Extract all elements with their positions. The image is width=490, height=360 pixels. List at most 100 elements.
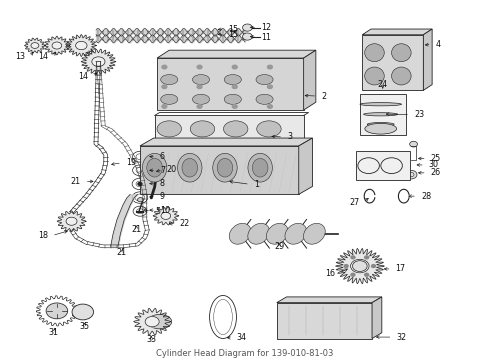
Ellipse shape (217, 158, 233, 177)
Ellipse shape (143, 153, 167, 182)
Ellipse shape (256, 94, 273, 104)
Circle shape (232, 85, 237, 89)
Text: 34: 34 (237, 333, 246, 342)
Text: 17: 17 (395, 265, 406, 274)
Circle shape (365, 273, 368, 276)
Polygon shape (81, 49, 116, 74)
Circle shape (145, 316, 159, 327)
Circle shape (197, 105, 202, 108)
Circle shape (232, 65, 237, 69)
Circle shape (162, 85, 167, 89)
Text: 19: 19 (126, 158, 136, 167)
Text: Cylinder Head Diagram for 139-010-81-03: Cylinder Head Diagram for 139-010-81-03 (156, 348, 334, 357)
Ellipse shape (360, 103, 401, 106)
Polygon shape (299, 138, 313, 194)
Polygon shape (134, 308, 171, 335)
Ellipse shape (267, 223, 288, 244)
Text: 31: 31 (49, 328, 58, 337)
Polygon shape (304, 50, 316, 110)
Ellipse shape (392, 67, 411, 85)
Bar (155, 116, 304, 142)
Polygon shape (336, 248, 384, 284)
Text: 22: 22 (179, 219, 190, 228)
Text: 20: 20 (167, 166, 177, 175)
Circle shape (243, 24, 252, 31)
Ellipse shape (256, 75, 273, 85)
Text: 3: 3 (287, 132, 292, 141)
Circle shape (350, 259, 369, 273)
Text: 7: 7 (160, 166, 165, 175)
Text: 21: 21 (131, 225, 142, 234)
Text: 2: 2 (321, 91, 326, 100)
Ellipse shape (161, 94, 178, 104)
Text: 4: 4 (436, 40, 441, 49)
Polygon shape (277, 297, 382, 303)
Ellipse shape (252, 158, 268, 177)
Polygon shape (423, 29, 432, 90)
Ellipse shape (229, 223, 251, 244)
Ellipse shape (147, 315, 172, 329)
Polygon shape (57, 211, 86, 232)
Polygon shape (24, 38, 45, 53)
Text: 1: 1 (254, 180, 259, 189)
Circle shape (197, 65, 202, 69)
Text: 33: 33 (146, 335, 156, 344)
Circle shape (351, 256, 355, 259)
Ellipse shape (224, 94, 242, 104)
Text: 25: 25 (431, 154, 441, 163)
Circle shape (268, 85, 272, 89)
Circle shape (243, 33, 252, 40)
Circle shape (162, 105, 167, 108)
Text: 29: 29 (274, 242, 284, 251)
Polygon shape (157, 50, 316, 58)
Circle shape (352, 261, 367, 271)
Ellipse shape (224, 75, 242, 85)
Ellipse shape (368, 122, 394, 126)
Polygon shape (140, 146, 299, 194)
Ellipse shape (161, 75, 178, 85)
Ellipse shape (193, 94, 210, 104)
Circle shape (268, 105, 272, 108)
Circle shape (410, 141, 417, 147)
Text: 28: 28 (421, 192, 431, 201)
Circle shape (344, 265, 348, 267)
Text: 21: 21 (117, 248, 127, 257)
Polygon shape (362, 29, 432, 35)
Text: 15: 15 (228, 25, 239, 34)
Circle shape (371, 265, 375, 267)
Polygon shape (44, 36, 70, 55)
Circle shape (138, 183, 142, 185)
Ellipse shape (147, 158, 162, 177)
Polygon shape (362, 35, 423, 90)
Ellipse shape (365, 44, 384, 62)
Polygon shape (372, 297, 382, 338)
Text: 14: 14 (78, 72, 89, 81)
Circle shape (66, 217, 77, 225)
Text: 6: 6 (160, 152, 165, 161)
Polygon shape (157, 58, 304, 110)
Circle shape (52, 42, 62, 49)
Text: 5: 5 (155, 207, 160, 216)
Ellipse shape (364, 113, 398, 116)
Text: 35: 35 (80, 322, 90, 331)
Circle shape (72, 304, 94, 320)
Text: 12: 12 (261, 23, 271, 32)
Ellipse shape (303, 223, 325, 244)
Circle shape (75, 41, 87, 50)
Ellipse shape (257, 121, 281, 137)
Ellipse shape (177, 153, 202, 182)
Ellipse shape (157, 121, 181, 137)
Polygon shape (153, 207, 178, 225)
Ellipse shape (365, 123, 396, 134)
Circle shape (197, 85, 202, 89)
Ellipse shape (248, 153, 272, 182)
Text: 15: 15 (228, 30, 239, 39)
Bar (360, 94, 406, 135)
Text: 13: 13 (15, 52, 25, 61)
Polygon shape (277, 303, 372, 338)
Circle shape (46, 303, 68, 319)
Ellipse shape (213, 153, 237, 182)
Ellipse shape (392, 44, 411, 62)
Polygon shape (140, 138, 313, 146)
Text: 10: 10 (160, 206, 170, 215)
